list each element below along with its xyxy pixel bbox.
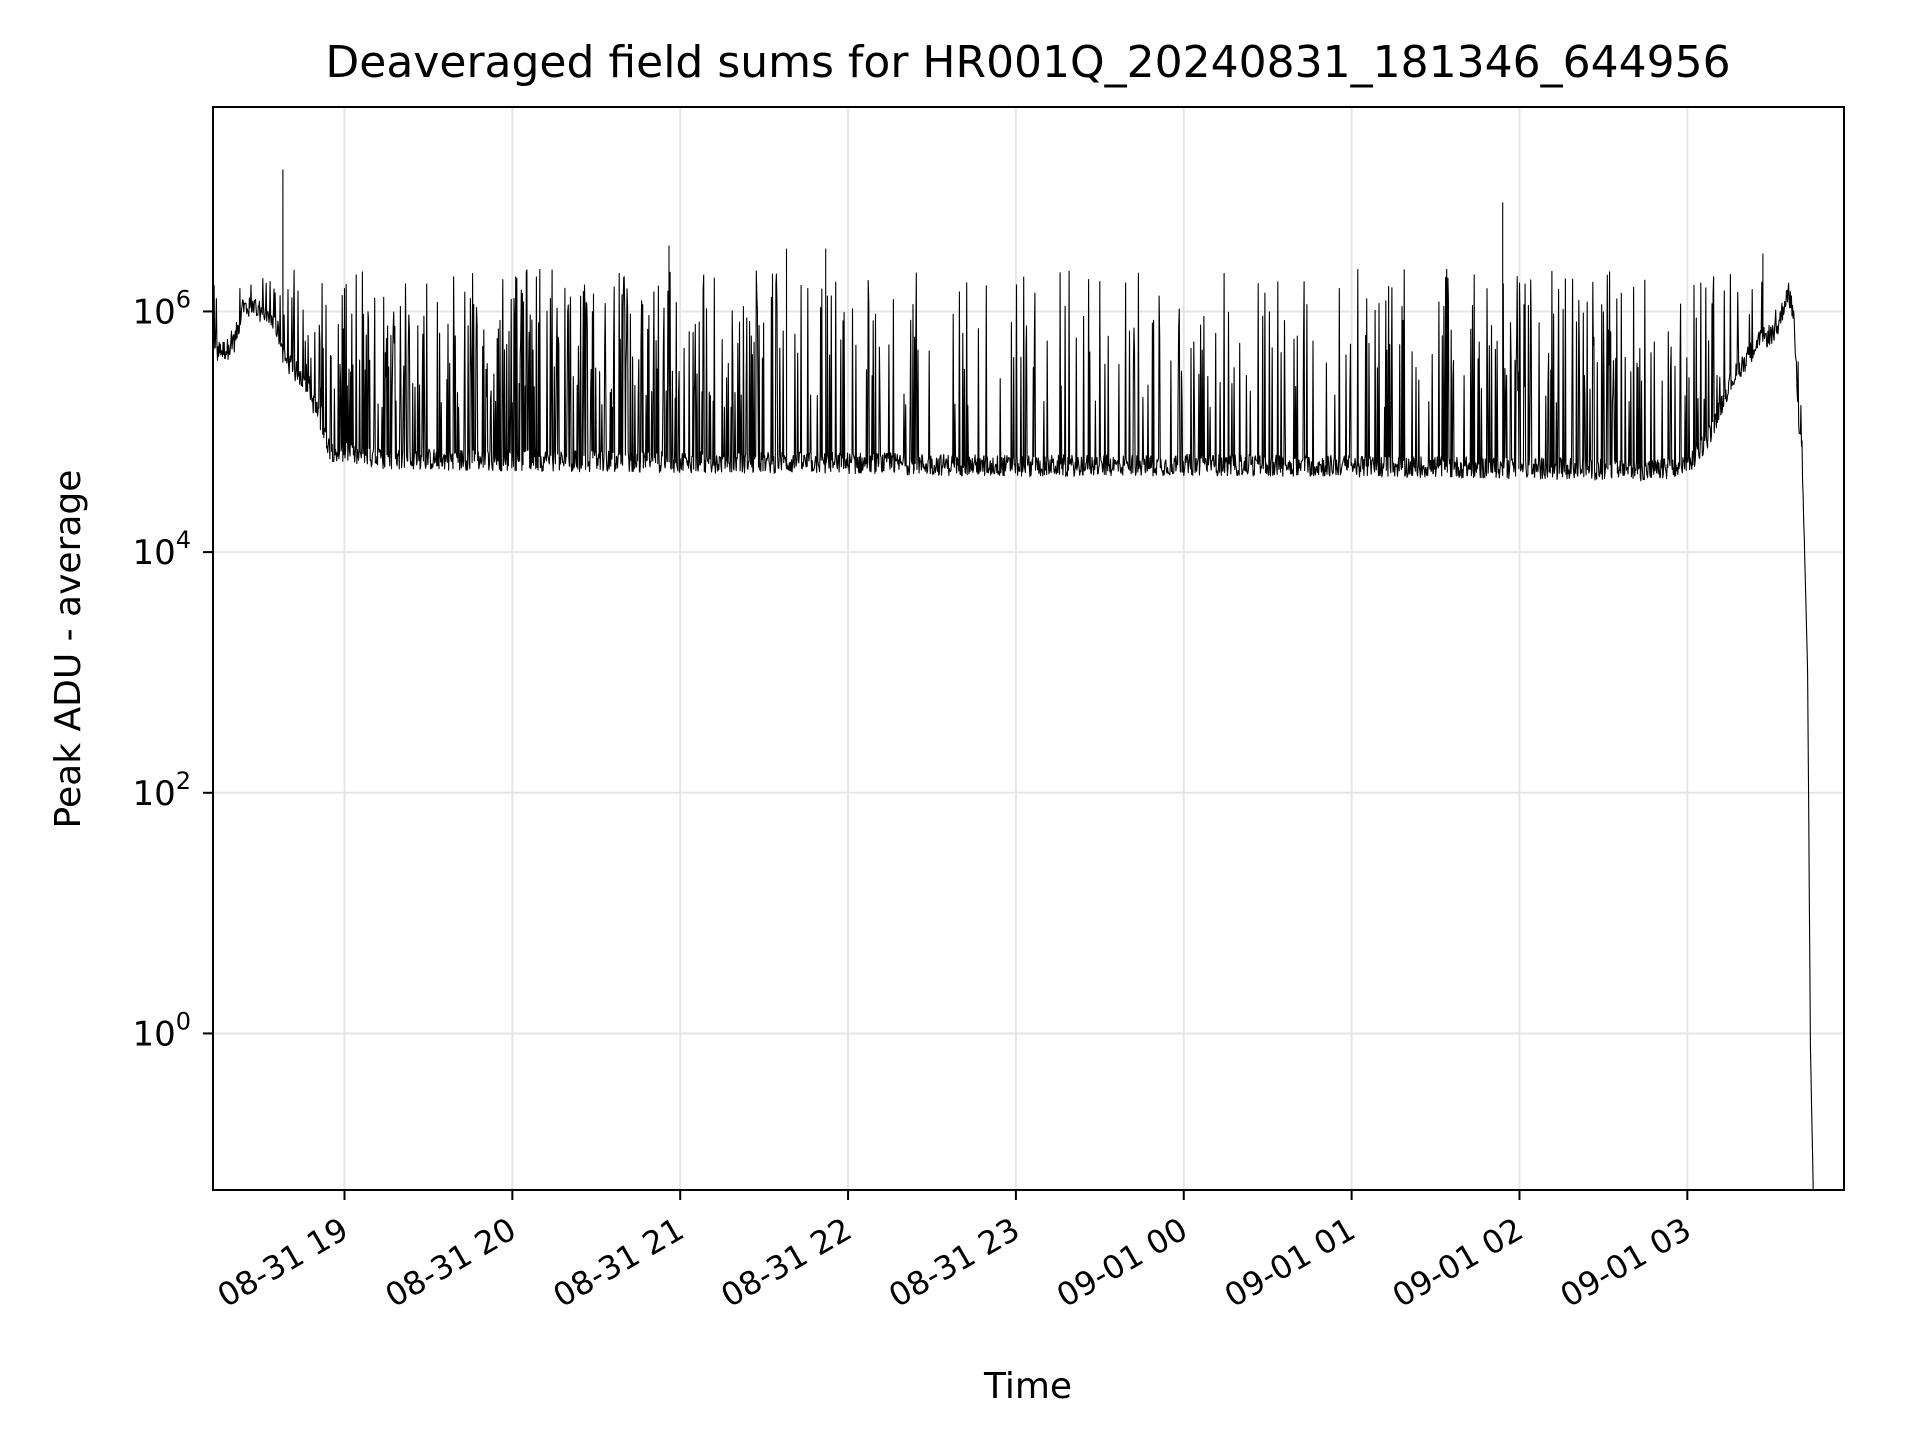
chart-title: Deaveraged field sums for HR001Q_2024083…: [325, 37, 1730, 88]
y-tick-label: 102: [132, 767, 191, 814]
series-line: [212, 169, 1814, 1191]
y-axis: 100 102 104 106: [132, 285, 213, 1054]
plot-frame: [212, 106, 1845, 1191]
x-axis-label: Time: [983, 1366, 1072, 1407]
y-tick-label: 100: [132, 1007, 191, 1054]
y-tick-label: 106: [132, 285, 191, 332]
y-axis-label: Peak ADU - average: [48, 470, 89, 829]
y-tick-label: 104: [132, 526, 191, 573]
